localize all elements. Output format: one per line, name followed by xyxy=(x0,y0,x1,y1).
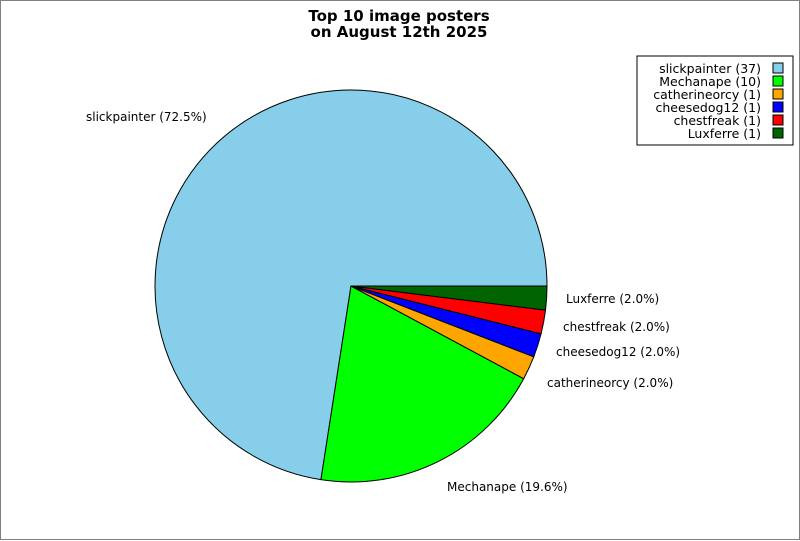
legend-swatch-cheesedog12 xyxy=(772,101,784,113)
pie-slices xyxy=(154,89,548,483)
slice-label-catherineorcy: catherineorcy (2.0%) xyxy=(547,376,673,390)
slice-labels: slickpainter (72.5%) Mechanape (19.6%) cat… xyxy=(86,110,680,494)
legend-swatch-slickpainter xyxy=(772,62,784,74)
slice-label-mechanape: Mechanape (19.6%) xyxy=(447,480,568,494)
chart-title-line-1: Top 10 image posters xyxy=(308,7,489,25)
legend-label-mechanape: Mechanape (10) xyxy=(659,74,761,89)
legend-box xyxy=(636,55,794,146)
slice-label-luxferre: Luxferre (2.0%) xyxy=(566,292,659,306)
legend-label-slickpainter: slickpainter (37) xyxy=(659,61,761,76)
slice-label-chestfreak: chestfreak (2.0%) xyxy=(563,320,670,334)
legend-label-chestfreak: chestfreak (1) xyxy=(674,113,761,128)
slice-label-slickpainter: slickpainter (72.5%) xyxy=(86,110,207,124)
pie-slice-mechanape xyxy=(320,285,525,483)
pie-slice-slickpainter xyxy=(154,89,548,481)
legend-label-cheesedog12: cheesedog12 (1) xyxy=(656,100,761,115)
legend: slickpainter (37)Mechanape (10)catherine… xyxy=(636,55,794,146)
legend-swatch-luxferre xyxy=(772,127,784,139)
legend-swatch-catherineorcy xyxy=(772,88,784,100)
slice-label-cheesedog12: cheesedog12 (2.0%) xyxy=(556,345,680,359)
legend-label-catherineorcy: catherineorcy (1) xyxy=(653,87,761,102)
legend-label-luxferre: Luxferre (1) xyxy=(688,126,761,141)
legend-swatch-mechanape xyxy=(772,75,784,87)
legend-swatch-chestfreak xyxy=(772,114,784,126)
chart-title-line-2: on August 12th 2025 xyxy=(311,23,488,41)
pie-slice-luxferre xyxy=(350,285,548,311)
